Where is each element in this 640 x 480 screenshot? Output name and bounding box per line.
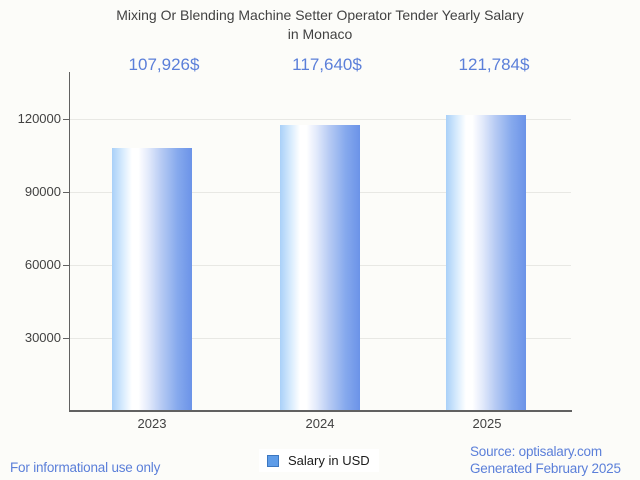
legend-label: Salary in USD [288, 453, 370, 468]
bar-value-label-2023: 107,926$ [128, 55, 200, 74]
y-tick-60000 [63, 265, 69, 266]
y-tick-label-120000: 120000 [17, 111, 61, 126]
x-axis-line [69, 410, 572, 412]
bar-2025 [446, 115, 526, 410]
chart-title-line2: in Monaco [287, 26, 353, 42]
y-tick-30000 [63, 338, 69, 339]
y-tick-label-90000: 90000 [24, 184, 61, 199]
source-text: Source: optisalary.com [470, 444, 602, 459]
legend-swatch-icon [267, 454, 279, 467]
generated-text: Generated February 2025 [470, 461, 621, 476]
chart-title-line1: Mixing Or Blending Machine Setter Operat… [116, 7, 524, 23]
y-tick-90000 [63, 192, 69, 193]
x-tick-label-2023: 2023 [137, 416, 167, 431]
bar-2024 [280, 125, 360, 410]
bar-2023 [112, 148, 192, 410]
bar-value-label-2025: 121,784$ [458, 55, 530, 74]
bar-value-label-2024: 117,640$ [292, 55, 362, 74]
gridline-120000 [70, 119, 571, 120]
legend: Salary in USD [259, 449, 379, 472]
disclaimer-text: For informational use only [10, 460, 161, 475]
y-axis-line [69, 72, 70, 411]
y-tick-label-30000: 30000 [24, 330, 61, 345]
x-tick-label-2024: 2024 [305, 416, 335, 431]
source-block: Source: optisalary.com Generated Februar… [470, 443, 621, 477]
x-tick-label-2025: 2025 [472, 416, 502, 431]
y-tick-120000 [63, 119, 69, 120]
y-tick-label-60000: 60000 [24, 257, 61, 272]
chart-title: Mixing Or Blending Machine Setter Operat… [0, 6, 640, 44]
